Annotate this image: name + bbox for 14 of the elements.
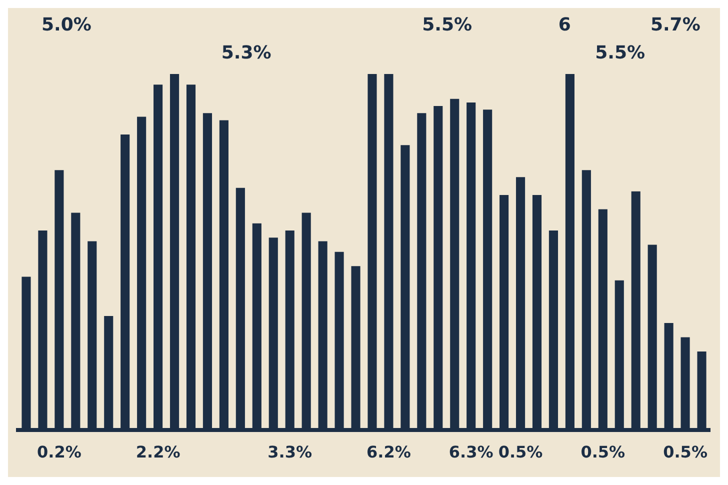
text: 6 (558, 14, 571, 36)
text: 5.5% (422, 14, 472, 36)
text: 5.7% (650, 14, 700, 36)
x-tick-label: 0.5% (663, 442, 708, 462)
x-tick-label: 3.3% (268, 442, 312, 462)
x-tick-label: 6.2% (366, 442, 411, 462)
x-tick-label: 6.3% (448, 442, 494, 462)
x-tick-label: 0.2% (37, 442, 82, 462)
text: 5.3% (221, 42, 272, 64)
text: 5.0% (41, 14, 92, 36)
x-tick-label: 0.5% (498, 442, 543, 462)
text: 5.5% (595, 42, 645, 64)
x-tick-label: 0.5% (580, 442, 626, 462)
x-tick-label: 2.2% (136, 442, 180, 462)
